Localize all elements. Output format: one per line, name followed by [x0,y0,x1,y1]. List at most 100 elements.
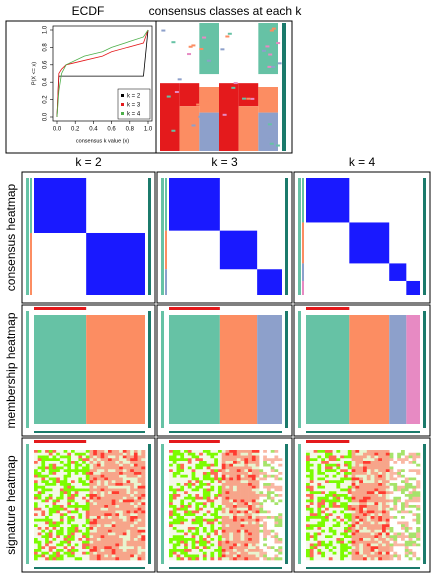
signature-cell [259,540,264,544]
signature-cell [313,518,318,522]
signature-cell [45,469,50,473]
signature-cell [48,535,53,539]
signature-cell [355,499,360,503]
signature-cell [229,477,234,481]
signature-cell [251,485,256,489]
signature-cell [408,557,413,561]
top-anno [306,307,350,310]
signature-cell [34,527,38,531]
signature-cell [104,527,109,531]
signature-cell [397,516,402,520]
signature-cell [108,527,112,531]
x-axis-label: consensus k value (x) [76,138,129,144]
signature-cell [255,488,260,492]
signature-cell [306,469,311,473]
signature-cell [96,513,101,517]
signature-cell [59,507,64,511]
signature-cell [52,529,57,533]
signature-cell [255,510,260,514]
signature-cell [393,529,398,533]
signature-cell [244,527,249,531]
signature-cell [119,524,124,528]
signature-cell [191,469,196,473]
signature-cell [130,502,135,506]
signature-cell [274,450,279,454]
signature-cell [336,529,341,533]
signature-cell [214,452,219,456]
signature-cell [248,494,253,498]
signature-cell [100,469,105,473]
signature-cell [74,557,79,561]
signature-cell [63,540,68,544]
signature-cell [74,458,79,462]
signature-cell [56,521,61,525]
signature-cell [169,529,174,533]
signature-cell [195,499,200,503]
signature-cell [313,472,318,476]
signature-cell [214,510,219,514]
signature-cell [240,496,245,500]
signature-cell [408,551,413,555]
signature-cell [278,527,283,531]
signature-cell [397,461,402,465]
signature-cell [401,483,406,487]
signature-cell [397,469,402,473]
signature-cell [108,529,112,533]
signature-cell [104,543,109,547]
signature-cell [56,524,61,528]
signature-cell [180,483,185,487]
signature-cell [248,483,253,487]
signature-cell [278,551,283,555]
signature-cell [233,527,238,531]
signature-cell [401,494,406,498]
signature-cell [248,516,253,520]
signature-cell [244,551,249,555]
signature-cell [74,463,79,467]
signature-cell [344,469,349,473]
signature-cell [137,494,142,498]
signature-cell [59,477,64,481]
signature-cell [214,499,219,503]
signature-cell [355,513,360,517]
signature-cell [130,521,135,525]
signature-cell [363,535,368,539]
signature-cell [199,535,204,539]
signature-cell [184,450,189,454]
signature-cell [266,546,271,550]
signature-cell [344,524,349,528]
signature-cell [263,510,268,514]
signature-cell [217,480,223,484]
signature-cell [115,505,120,509]
signature-cell [306,546,311,550]
signature-cell [416,494,421,498]
signature-cell [108,483,112,487]
signature-cell [270,450,275,454]
signature-cell [233,557,238,561]
signature-cell [229,543,234,547]
signature-cell [85,532,90,536]
signature-cell [309,463,314,467]
signature-cell [199,499,204,503]
signature-cell [270,549,275,553]
signature-cell [214,483,219,487]
signature-cell [202,521,207,525]
signature-cell [344,483,349,487]
signature-cell [115,502,120,506]
signature-cell [233,513,238,517]
signature-cell [317,543,322,547]
signature-cell [401,535,406,539]
signature-cell [382,546,387,550]
signature-cell [225,474,230,478]
signature-cell [48,461,53,465]
signature-cell [278,554,283,558]
signature-cell [378,549,383,553]
signature-cell [408,543,413,547]
signature-cell [351,499,356,503]
signature-cell [255,472,260,476]
signature-cell [351,516,356,520]
signature-cell [45,546,50,550]
row-title: membership heatmap [4,312,18,428]
signature-cell [355,458,360,462]
signature-cell [274,524,279,528]
class-cell [199,112,219,151]
